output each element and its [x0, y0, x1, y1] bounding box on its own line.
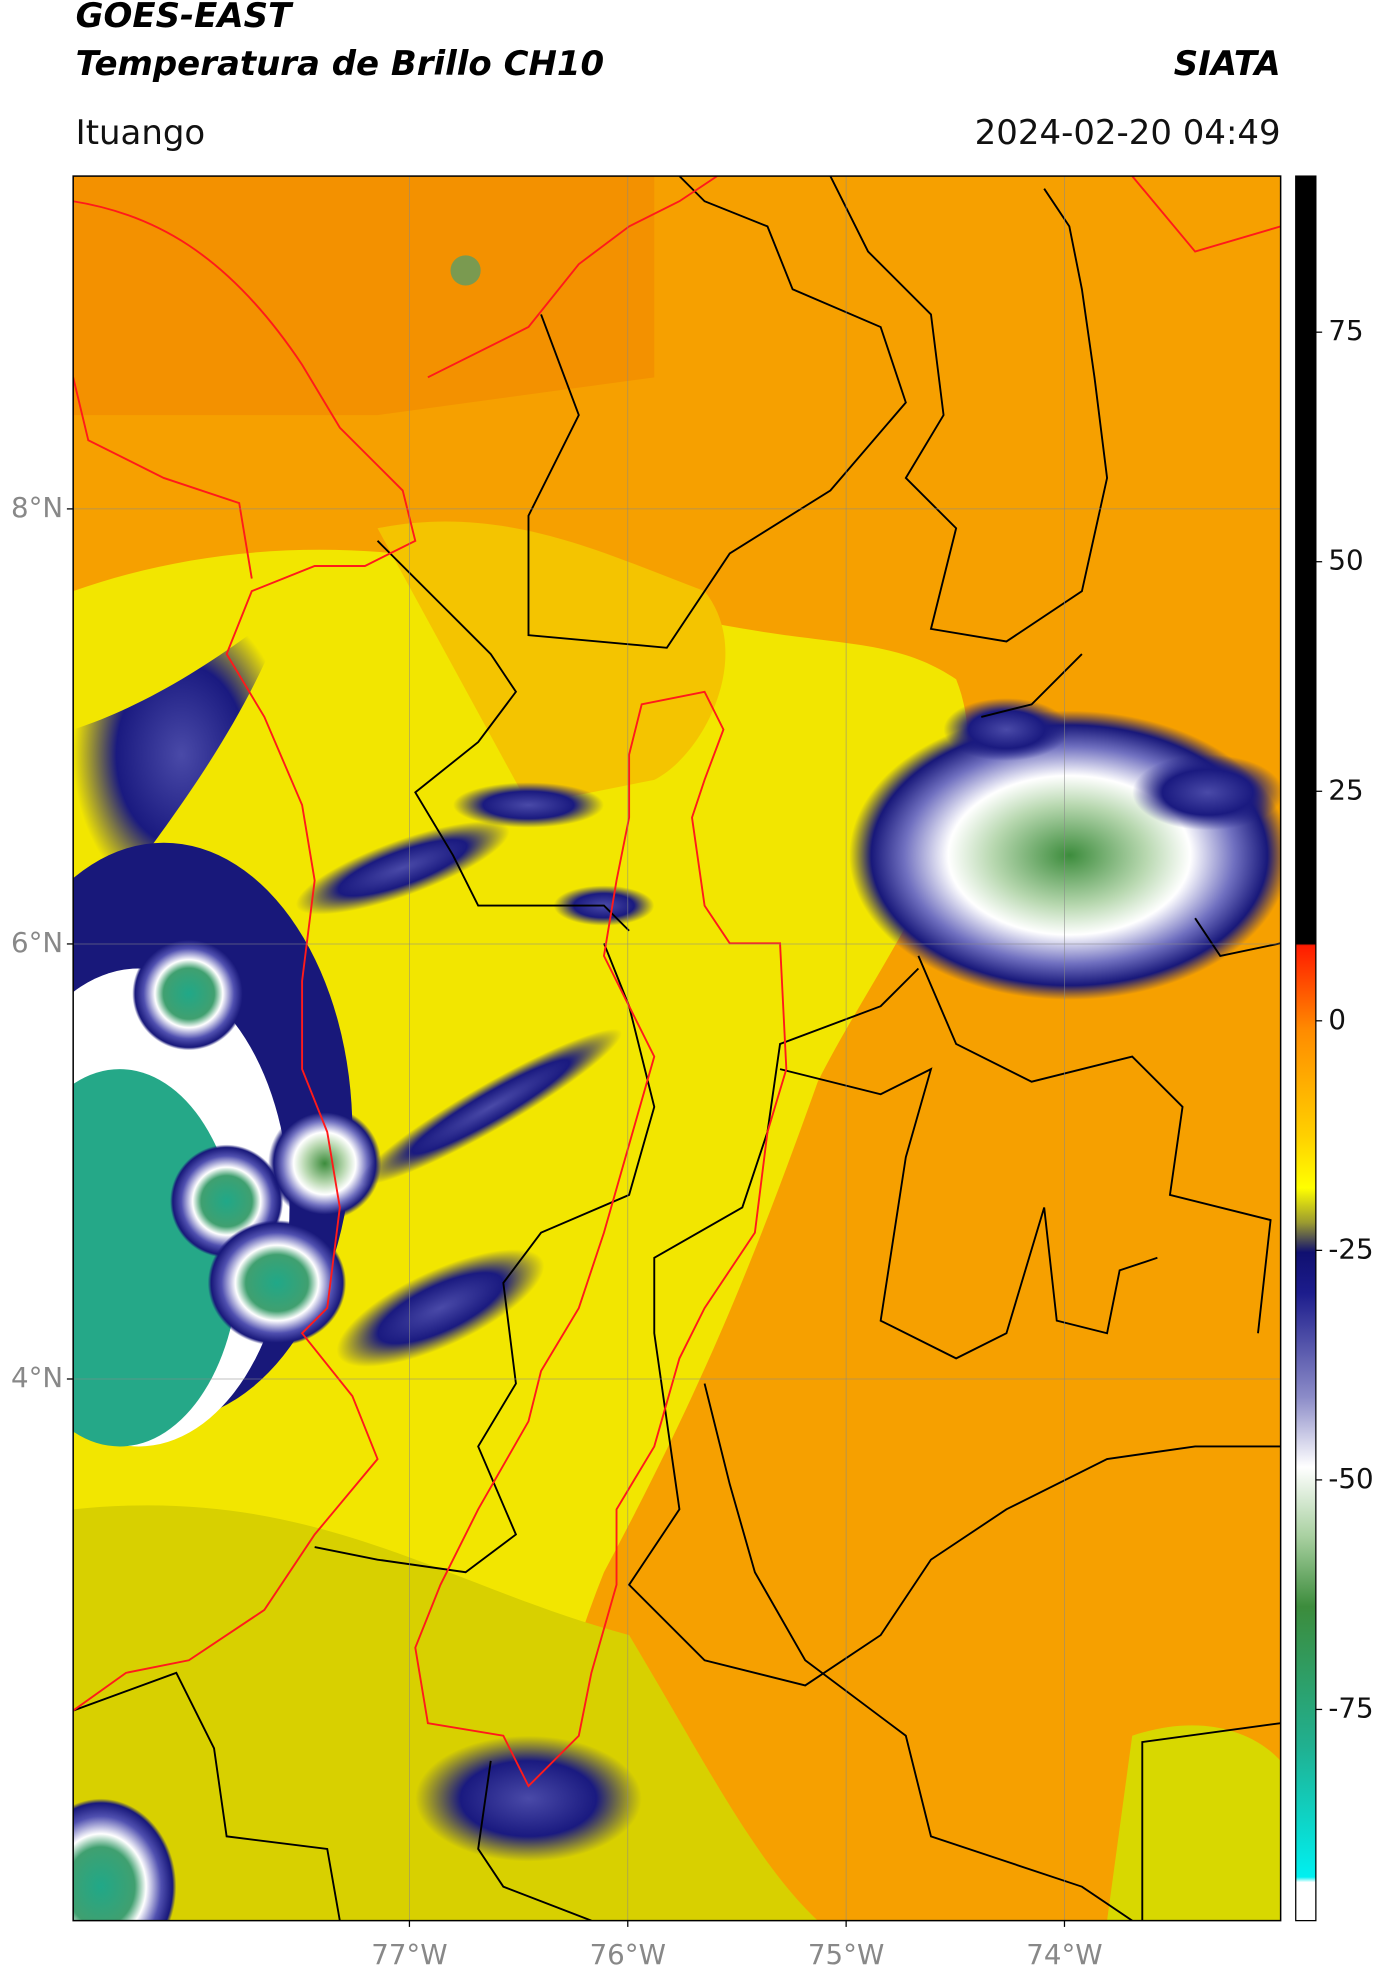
x-tick-label: 74°W: [1026, 1938, 1102, 1971]
colorbar-tick-label: -50: [1328, 1462, 1373, 1495]
map-frame: [72, 175, 1282, 1922]
y-tick-label: 4°N: [11, 1361, 63, 1394]
y-tick-label: 8°N: [11, 491, 63, 524]
source: SIATA: [1174, 44, 1281, 84]
x-tick-label: 77°W: [371, 1938, 447, 1971]
colorbar-tick-label: -25: [1328, 1232, 1373, 1265]
x-tick-label: 75°W: [808, 1938, 884, 1971]
product-title: Temperatura de Brillo CH10: [76, 44, 604, 84]
colorbar: [1295, 175, 1317, 1922]
location: Ituango: [76, 113, 206, 153]
colorbar-tick-label: 50: [1328, 544, 1363, 577]
satellite-image: [73, 176, 1281, 1921]
satellite-title: GOES-EAST: [76, 0, 294, 36]
y-tick-label: 6°N: [11, 926, 63, 959]
colorbar-tick-label: 75: [1328, 314, 1363, 347]
colorbar-tick-label: -75: [1328, 1691, 1373, 1724]
x-tick-label: 76°W: [590, 1938, 666, 1971]
colorbar-tick-label: 25: [1328, 773, 1363, 806]
colorbar-tick-label: 0: [1328, 1003, 1346, 1036]
datetime: 2024-02-20 04:49: [975, 113, 1281, 153]
